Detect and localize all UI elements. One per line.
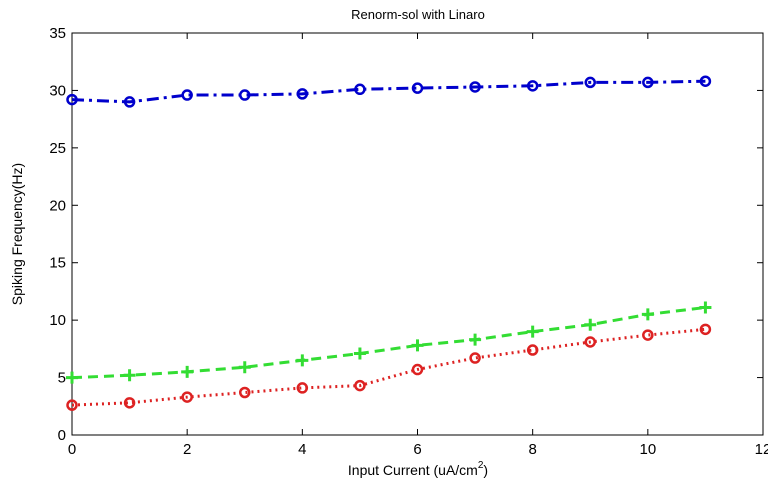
series-2-point — [641, 308, 654, 321]
y-tick-label: 25 — [49, 140, 66, 157]
x-tick-label: 10 — [639, 441, 656, 458]
series-2-point — [526, 325, 539, 338]
series-1-point — [584, 76, 596, 89]
x-tick-label: 0 — [68, 441, 76, 458]
series-2-point — [353, 347, 366, 360]
y-tick-label: 5 — [58, 370, 66, 387]
y-tick-label: 15 — [49, 255, 66, 272]
y-tick-label: 10 — [49, 312, 66, 329]
x-tick-label: 4 — [298, 441, 306, 458]
series-1-point — [296, 88, 309, 100]
series-2-point — [66, 371, 78, 384]
series-1-point — [699, 75, 712, 87]
series-3-point — [123, 397, 136, 409]
x-tick-label: 12 — [755, 441, 768, 458]
series-3-point — [699, 323, 712, 336]
series-3-point — [526, 344, 539, 356]
series-3-point — [181, 391, 193, 403]
y-tick-label: 35 — [49, 25, 66, 42]
series-2-point — [411, 339, 424, 352]
x-axis-title-main: Input Current (uA/cm — [348, 462, 478, 478]
series-3-point — [66, 399, 78, 411]
series-2-point — [181, 365, 194, 378]
y-tick-label: 0 — [58, 427, 66, 444]
series-2-line — [71, 306, 706, 380]
series-1-line — [71, 79, 706, 104]
plot-area: 0 2 4 6 8 10 12 0 5 10 15 20 25 30 35 — [49, 25, 768, 458]
series-1-point — [66, 93, 78, 106]
series-1-point — [181, 89, 193, 101]
series-1-point — [642, 76, 654, 89]
series-2-point — [238, 361, 251, 374]
series-2-point — [584, 318, 597, 331]
series-1-point — [526, 80, 539, 92]
series-3-point — [469, 352, 481, 364]
x-axis-title: Input Current (uA/cm2) — [348, 460, 488, 478]
x-axis-title-sup: 2 — [478, 460, 484, 471]
x-axis-title-tail: ) — [483, 462, 488, 478]
series-2-point — [699, 301, 712, 314]
y-tick-label: 20 — [49, 197, 66, 214]
series-1-point — [239, 89, 251, 101]
series-3-point — [296, 382, 309, 394]
x-tick-label: 8 — [528, 441, 536, 458]
series-3-point — [642, 329, 654, 341]
y-tick-label: 30 — [49, 82, 66, 99]
x-tick-label: 2 — [183, 441, 191, 458]
series-3-line — [71, 327, 706, 407]
series-1-point — [354, 83, 366, 96]
series-3-point — [411, 363, 424, 376]
series-2-point — [123, 369, 136, 382]
series-3-point — [239, 386, 251, 399]
series-2-point — [469, 333, 482, 346]
series-1-point — [123, 96, 136, 108]
chart-title: Renorm-sol with Linaro — [351, 7, 485, 22]
series-1-point — [469, 81, 481, 93]
series-2-point — [296, 354, 309, 367]
series-3-point — [584, 336, 596, 348]
x-tick-label: 6 — [413, 441, 421, 458]
series-1-point — [411, 82, 424, 94]
y-axis-title: Spiking Frequency(Hz) — [9, 163, 25, 305]
series-3-point — [354, 379, 366, 392]
